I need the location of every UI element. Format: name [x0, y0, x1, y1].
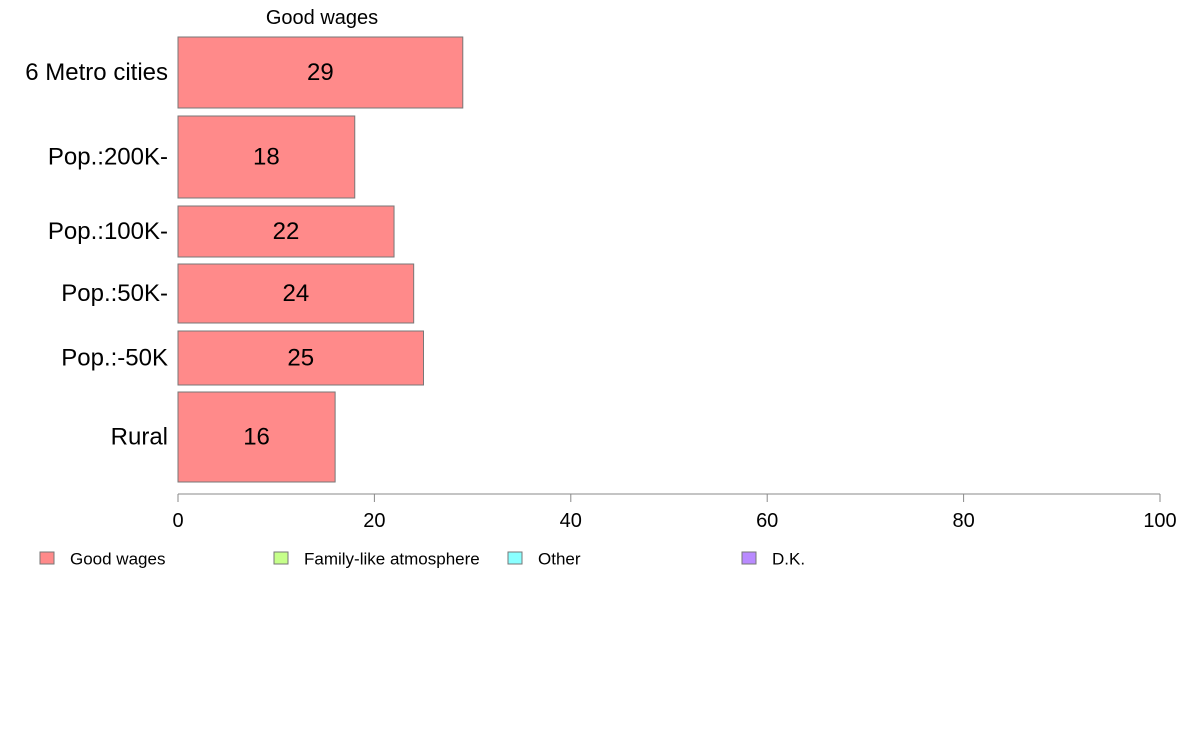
x-tick-label: 40	[560, 510, 582, 532]
category-label: Pop.:200K-	[48, 144, 168, 171]
bars: 29 6 Metro cities 18 Pop.:200K- 22 Pop.:100K-…	[25, 36, 464, 483]
legend-swatch	[273, 551, 289, 565]
x-tick-label: 20	[363, 510, 385, 532]
bar	[177, 36, 464, 109]
bar	[177, 115, 356, 199]
legend-swatch	[741, 551, 757, 565]
category-label: Rural	[111, 424, 168, 451]
legend-swatch	[507, 551, 523, 565]
bar	[177, 391, 336, 483]
legend-label: D.K.	[772, 550, 805, 569]
x-tick-label: 60	[756, 510, 778, 532]
bar-value-label: 29	[307, 59, 334, 86]
legend-label: Family-like atmosphere	[304, 550, 480, 569]
category-label: 6 Metro cities	[25, 59, 168, 86]
legend-label: Good wages	[70, 550, 165, 569]
bar	[177, 263, 415, 324]
bar-value-label: 16	[243, 424, 270, 451]
bar-value-label: 24	[282, 280, 309, 307]
category-label: Pop.:100K-	[48, 218, 168, 245]
category-label: Pop.:-50K	[61, 345, 168, 372]
bar	[177, 330, 424, 386]
bar	[177, 205, 395, 258]
legend-label: Other	[538, 550, 581, 569]
x-tick-label: 80	[952, 510, 974, 532]
x-tick-label: 100	[1143, 510, 1176, 532]
legend: Good wages Family-like atmosphere Other D.K…	[39, 550, 805, 569]
category-label: Pop.:50K-	[61, 280, 168, 307]
bar-value-label: 25	[287, 345, 314, 372]
bar-value-label: 18	[253, 144, 280, 171]
bar-value-label: 22	[273, 218, 300, 245]
x-tick-label: 0	[172, 510, 183, 532]
legend-swatch	[39, 551, 55, 565]
x-axis: 0 20 40 60 80 100	[172, 493, 1177, 532]
chart-title: Good wages	[266, 7, 378, 29]
